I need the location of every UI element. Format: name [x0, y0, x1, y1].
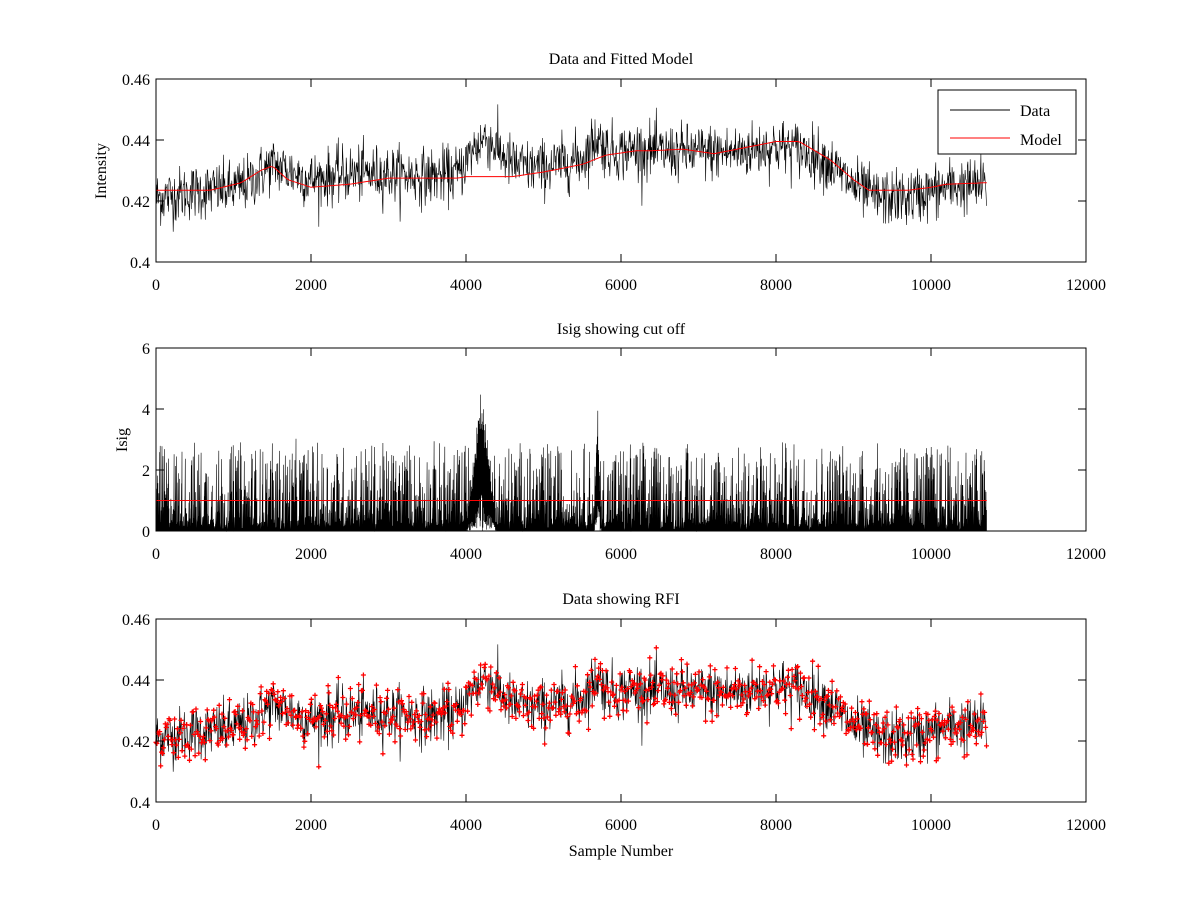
panel3-ytick-1: 0.42: [122, 734, 150, 751]
panel1-ylabel: Intensity: [93, 143, 110, 199]
panel3-xtick-3: 6000: [605, 817, 637, 834]
panel3-title: Data showing RFI: [562, 591, 679, 608]
panel2-xtick-2: 4000: [450, 546, 482, 563]
panel1-xtick-0: 0: [152, 277, 160, 294]
model-series-line: [156, 141, 987, 191]
panel2-xtick-1: 2000: [295, 546, 327, 563]
panel1-xtick-3: 6000: [605, 277, 637, 294]
legend-data-label: Data: [1020, 103, 1050, 120]
panel1-ticks: [155, 78, 1087, 263]
panel1-plot-area: [155, 104, 987, 232]
panel-data-fitted-model: Data and Fitted Model 0 2000 4000 6000 8…: [93, 51, 1106, 294]
panel2-ticks: [155, 347, 1087, 532]
panel3-xtick-0: 0: [152, 817, 160, 834]
panel2-ylabel: Isig: [114, 428, 131, 452]
panel2-xtick-4: 8000: [760, 546, 792, 563]
panel1-ytick-0: 0.4: [130, 255, 150, 272]
panel1-title: Data and Fitted Model: [549, 51, 694, 68]
panel3-xtick-6: 12000: [1066, 817, 1106, 834]
panel3-xtick-4: 8000: [760, 817, 792, 834]
panel1-xtick-1: 2000: [295, 277, 327, 294]
panel1-ytick-3: 0.46: [122, 72, 150, 89]
panel1-xtick-2: 4000: [450, 277, 482, 294]
panel2-xtick-6: 12000: [1066, 546, 1106, 563]
panel3-ticks: [155, 618, 1087, 803]
panel2-xtick-3: 6000: [605, 546, 637, 563]
data-series-line: [155, 104, 987, 232]
legend-box: [937, 89, 1077, 155]
panel1-xtick-6: 12000: [1066, 277, 1106, 294]
panel3-plot-area: [153, 644, 989, 772]
panel3-ytick-0: 0.4: [130, 795, 150, 812]
panel-data-rfi: Data showing RFI 0 2000 4000 6000 8000 1…: [122, 591, 1106, 860]
panel2-ytick-3: 6: [142, 341, 150, 358]
panel1-xtick-4: 8000: [760, 277, 792, 294]
panel3-ytick-2: 0.44: [122, 673, 150, 690]
panel3-xtick-2: 4000: [450, 817, 482, 834]
panel2-ytick-0: 0: [142, 524, 150, 541]
panel2-xtick-0: 0: [152, 546, 160, 563]
panel2-ytick-1: 2: [142, 463, 150, 480]
panel2-title: Isig showing cut off: [557, 321, 686, 338]
panel3-ytick-3: 0.46: [122, 612, 150, 629]
panel2-ytick-2: 4: [142, 402, 150, 419]
panel3-xlabel: Sample Number: [569, 843, 674, 860]
legend-model-label: Model: [1020, 132, 1062, 149]
panel-isig-cutoff: Isig showing cut off 0 2000 4000 6000 80…: [114, 321, 1106, 563]
panel1-ytick-2: 0.44: [122, 133, 150, 150]
panel1-legend: Data Model: [937, 89, 1077, 155]
panel1-ytick-1: 0.42: [122, 194, 150, 211]
panel2-xtick-5: 10000: [911, 546, 951, 563]
panel1-xtick-5: 10000: [911, 277, 951, 294]
panel3-xtick-1: 2000: [295, 817, 327, 834]
panel3-xtick-5: 10000: [911, 817, 951, 834]
